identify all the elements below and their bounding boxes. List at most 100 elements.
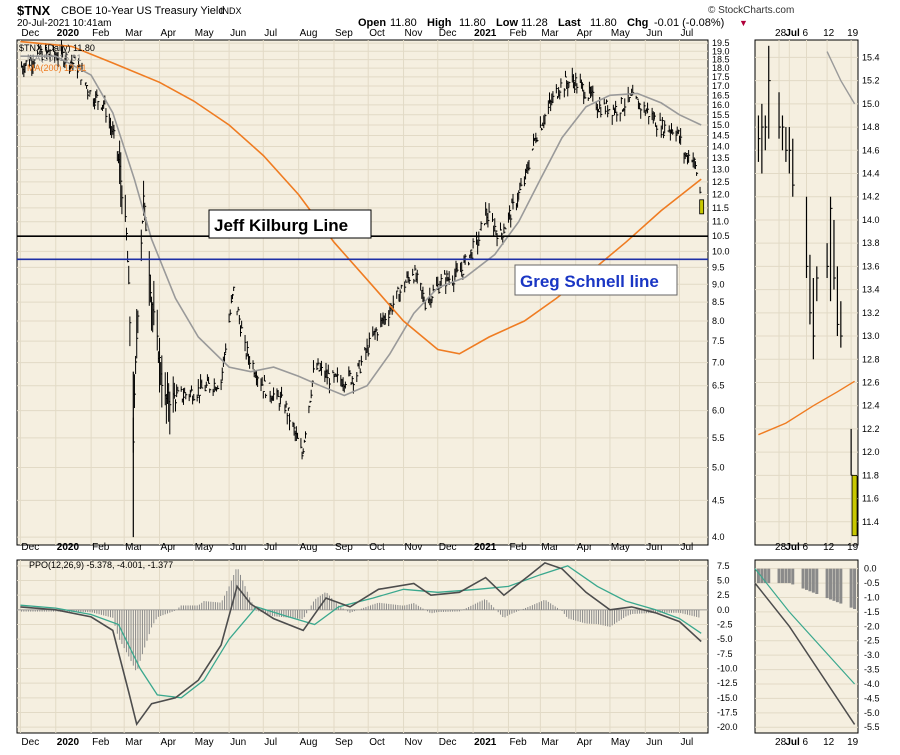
ppo-line <box>20 562 702 727</box>
zoom-y-tick: 12.8 <box>862 354 880 364</box>
month-label: Mar <box>125 28 143 39</box>
ohlc-value: 11.80 <box>590 17 617 29</box>
zoom-price-panel: 15.4 15.2 15.0 14.8 14.6 14.4 14.2 14.0 13.8 13.6… <box>754 39 880 546</box>
month-label: Nov <box>405 542 423 553</box>
security-name: CBOE 10-Year US Treasury Yield <box>61 5 224 17</box>
month-label: Apr <box>161 737 177 748</box>
month-label: Dec <box>439 28 457 39</box>
zoom-y-tick: 11.4 <box>862 517 879 527</box>
month-label: 2021 <box>474 737 497 748</box>
month-label: May <box>611 542 630 553</box>
month-label: Dec <box>21 28 39 39</box>
price-y-tick: 5.0 <box>712 463 725 473</box>
zoom-ppo-panel: 0.0 -0.5 -1.0 -1.5 -2.0 -2.5 -3.0 -3.5 -4.0 -4.5 -… <box>754 559 880 734</box>
price-y-tick: 14.0 <box>712 141 730 151</box>
ppo-y-tick: 7.5 <box>717 561 730 571</box>
zoom-ppo-histogram-bar <box>853 568 857 610</box>
month-label: Sep <box>335 542 353 553</box>
month-label: May <box>611 737 630 748</box>
month-label: Feb <box>509 737 527 748</box>
price-y-tick: 14.5 <box>712 131 730 141</box>
month-label: May <box>195 737 214 748</box>
ohlc-value: 11.80 <box>390 17 417 29</box>
zoom-ppo-histogram-bar <box>829 568 833 600</box>
price-y-tick: 13.0 <box>712 165 730 175</box>
zoom-y-tick: 13.4 <box>862 285 880 295</box>
zoom-ppo-histogram-bar <box>849 568 853 608</box>
ohlc-value: 11.80 <box>459 17 486 29</box>
zoom-ppo-histogram-bar <box>760 568 764 584</box>
price-y-tick: 12.5 <box>712 177 730 187</box>
zoom-y-tick: 12.4 <box>862 401 880 411</box>
zoom-last-bar <box>851 474 858 537</box>
chart-date: 20-Jul-2021 10:41am <box>17 18 112 29</box>
price-bars <box>21 40 705 538</box>
price-y-tick: 12.0 <box>712 190 730 200</box>
exchange: INDX <box>220 6 242 16</box>
zoom-y-tick: 13.8 <box>862 238 880 248</box>
schnell-annotation-text: Greg Schnell line <box>520 272 659 291</box>
month-label: 2020 <box>57 737 80 748</box>
month-label: Oct <box>369 737 385 748</box>
zoom-ppo-y-tick: -1.0 <box>864 592 880 602</box>
month-label: Sep <box>335 737 353 748</box>
month-label: Mar <box>541 542 559 553</box>
month-label: 2020 <box>57 28 80 39</box>
zoom-y-tick: 13.0 <box>862 331 880 341</box>
zoom-day-label: 28 <box>775 28 787 39</box>
zoom-ppo-y-tick: -2.5 <box>864 636 880 646</box>
price-legend-text: $TNX (Daily) 11.80 <box>19 43 95 53</box>
price-y-tick: 13.5 <box>712 153 730 163</box>
price-y-tick: 19.5 <box>712 38 730 48</box>
month-label: Jun <box>230 28 246 39</box>
month-label: 2020 <box>57 542 80 553</box>
schnell-annotation: Greg Schnell line <box>514 264 678 296</box>
zoom-ppo-histogram-bar <box>756 568 760 584</box>
zoom-y-tick: 13.6 <box>862 261 880 271</box>
zoom-ppo-histogram-bar <box>805 568 808 590</box>
zoom-y-tick: 11.6 <box>862 494 879 504</box>
schnell-annotation-box <box>514 264 678 296</box>
ppo-y-tick: -7.5 <box>717 649 733 659</box>
ma50-legend: MA(50) 15.01 <box>27 53 82 63</box>
zoom-day-label: 28 <box>775 542 787 553</box>
zoom-ppo-line <box>754 582 856 725</box>
month-label: Oct <box>369 542 385 553</box>
month-label: Jun <box>230 737 246 748</box>
last-price-bar <box>699 199 705 215</box>
zoom-ppo-y-tick: -1.5 <box>864 607 880 617</box>
month-label: Jun <box>230 542 246 553</box>
price-y-tick: 11.5 <box>712 203 729 213</box>
zoom-ppo-y-tick: -5.5 <box>864 722 880 732</box>
zoom-y-tick: 15.0 <box>862 99 880 109</box>
ppo-panel-bg <box>16 559 709 734</box>
zoom-day-label: Jul <box>785 737 800 748</box>
month-label: Apr <box>161 542 177 553</box>
zoom-ppo-histogram-bar <box>808 568 812 592</box>
month-label: Jul <box>680 542 693 553</box>
ppo-y-tick: -12.5 <box>717 678 738 688</box>
ppo-y-tick: 5.0 <box>717 576 730 586</box>
month-label: May <box>195 28 214 39</box>
zoom-ppo-histogram-bar <box>839 568 843 604</box>
month-label: Mar <box>541 737 559 748</box>
zoom-ppo-histogram-bar <box>835 568 839 603</box>
price-y-tick: 19.0 <box>712 46 730 56</box>
zoom-ppo-y-tick: -0.5 <box>864 578 880 588</box>
month-label: Nov <box>405 737 423 748</box>
zoom-day-label: 12 <box>823 737 835 748</box>
month-label: Jul <box>680 737 693 748</box>
ppo-y-tick: -10.0 <box>717 663 738 673</box>
zoom-ppo-histogram-bar <box>832 568 836 601</box>
zoom-y-tick: 14.0 <box>862 215 880 225</box>
zoom-day-label: Jul <box>785 28 800 39</box>
kilburg-annotation-box <box>208 209 372 239</box>
price-y-tick: 6.0 <box>712 406 725 416</box>
zoom-y-tick: 14.6 <box>862 145 880 155</box>
month-label: Dec <box>21 737 39 748</box>
ohlc-label: Last <box>558 17 581 29</box>
price-y-tick: 4.0 <box>712 532 725 542</box>
chg-label: Chg <box>627 17 648 29</box>
zoom-ppo-histogram-bar <box>787 568 791 584</box>
